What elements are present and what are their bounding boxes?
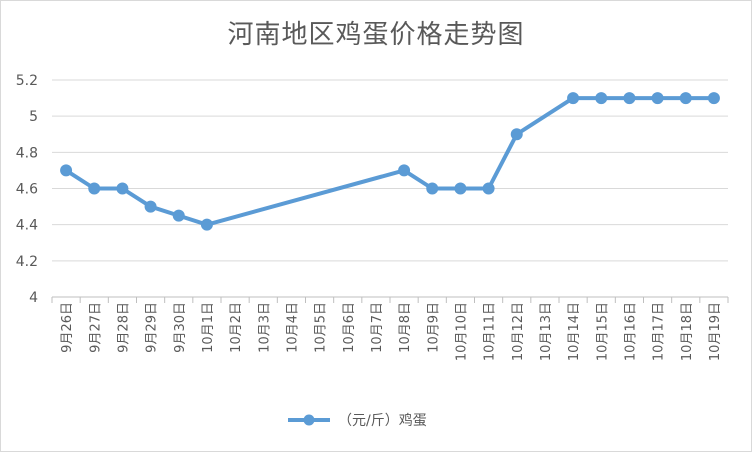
y-tick-label: 4.4 [16,218,38,234]
x-tick-label: 10月6日 [342,302,357,353]
x-tick-label: 10月11日 [483,302,498,361]
series [60,92,720,231]
x-tick-label: 10月3日 [257,302,272,353]
x-tick-label: 10月7日 [370,302,385,353]
x-tick-label: 10月10日 [454,302,469,361]
data-point [60,164,73,177]
series-line [64,96,716,227]
data-point [623,92,636,105]
data-point [679,92,692,105]
x-tick-label: 9月28日 [116,302,131,353]
legend-label: （元/斤）鸡蛋 [338,412,427,429]
data-point [116,182,129,195]
data-point [595,92,608,105]
x-tick-label: 10月8日 [398,302,413,353]
x-tick-label: 10月16日 [623,302,638,361]
x-tick-label: 9月26日 [60,302,75,353]
x-tick-label: 10月15日 [595,302,610,361]
y-tick-label: 4.2 [16,254,38,270]
x-tick-label: 9月30日 [173,302,188,353]
x-tick-label: 10月1日 [201,302,216,353]
legend: （元/斤）鸡蛋 [288,412,427,429]
y-axis-ticks: 5.2 5 4.8 4.6 4.4 4.2 4 [16,73,38,306]
x-tick-label: 9月29日 [145,302,160,353]
data-point [88,182,101,195]
chart-title: 河南地区鸡蛋价格走势图 [227,20,525,50]
x-tick-label: 10月5日 [314,302,329,353]
data-point [707,92,720,105]
y-tick-label: 5 [29,109,38,125]
data-point [510,128,523,141]
data-point [454,182,467,195]
x-tick-label: 10月17日 [652,302,667,361]
x-tick-label: 10月13日 [539,302,554,361]
x-tick-label: 10月19日 [708,302,723,361]
y-tick-label: 4 [29,290,38,306]
x-tick-label: 10月12日 [511,302,526,361]
data-point [144,200,157,213]
x-tick-label: 10月9日 [426,302,441,353]
data-point [567,92,580,105]
x-tick-label: 10月18日 [680,302,695,361]
y-tick-label: 4.6 [16,182,38,198]
data-point [398,164,411,177]
x-axis-ticks: 9月26日 9月27日 9月28日 9月29日 9月30日 10月1日 10月2日 10月3日… [60,302,723,361]
legend-marker [303,414,315,426]
data-point [200,218,213,231]
x-tick-label: 10月14日 [567,302,582,361]
x-tick-label: 9月27日 [88,302,103,353]
data-point [482,182,495,195]
x-tick-label: 10月4日 [285,302,300,353]
x-axis [51,296,729,303]
y-tick-label: 5.2 [16,73,38,89]
x-tick-label: 10月2日 [229,302,244,353]
data-point [172,209,185,222]
data-point [651,92,664,105]
data-point [426,182,439,195]
y-tick-label: 4.8 [16,145,38,161]
gridlines [52,79,728,262]
